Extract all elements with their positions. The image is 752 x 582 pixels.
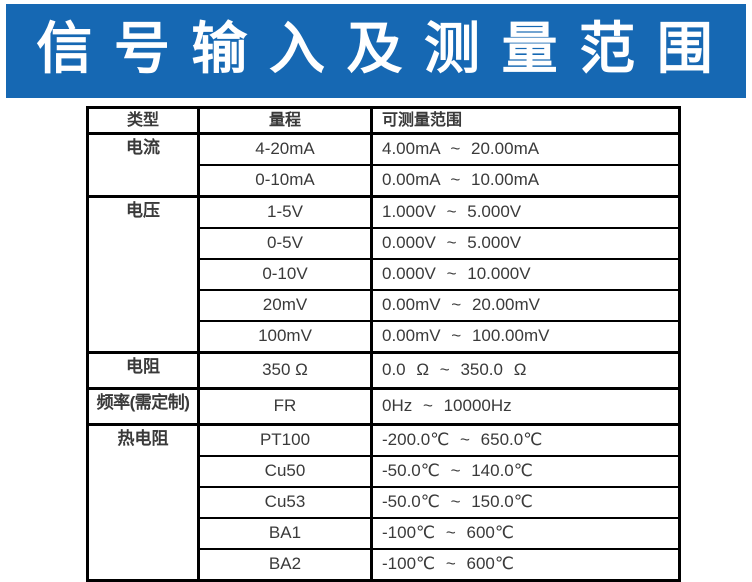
range-cell: BA2 [197,548,373,582]
table-header-row: 类型 量程 可测量范围 [86,106,681,135]
measurable-cell: 0.000V ~ 5.000V [370,227,681,260]
measurable-cell: -50.0℃ ~ 150.0℃ [370,486,681,519]
range-cell: 4-20mA [197,132,373,166]
range-cell: 100mV [197,320,373,354]
range-cell: FR [197,387,373,426]
measurable-cell: 0.00mV ~ 20.00mV [370,289,681,322]
table-row: Cu53 -50.0℃ ~ 150.0℃ [88,486,681,519]
measurable-cell: 0.00mV ~ 100.00mV [370,320,681,354]
range-cell: 0-10mA [197,164,373,198]
table-row: 热电阻 PT100 -200.0℃ ~ 650.0℃ [86,423,681,582]
range-cell: 0-5V [197,227,373,260]
col-header-type: 类型 [86,106,200,135]
measurable-cell: -100℃ ~ 600℃ [370,548,681,582]
table-row: 电流 4-20mA 4.00mA ~ 20.00mA [86,132,681,198]
table-row: 电阻 350 Ω 0.0 Ω ~ 350.0 Ω [86,351,681,390]
table-row: Cu50 -50.0℃ ~ 140.0℃ [88,455,681,488]
measurable-cell: 1.000V ~ 5.000V [370,195,681,229]
range-cell: 20mV [197,289,373,322]
type-cell-rtd: 热电阻 [86,423,200,582]
measurable-cell: -50.0℃ ~ 140.0℃ [370,455,681,488]
col-header-range: 量程 [197,106,373,135]
table-row: 20mV 0.00mV ~ 20.00mV [88,289,681,322]
type-cell-frequency: 频率(需定制) [86,387,200,426]
range-cell: 0-10V [197,258,373,291]
table-row: 电压 1-5V 1.000V ~ 5.000V [86,195,681,354]
range-cell: BA1 [197,517,373,550]
measurable-cell: -200.0℃ ~ 650.0℃ [370,423,681,457]
range-cell: 1-5V [197,195,373,229]
range-cell: Cu53 [197,486,373,519]
measurable-cell: 0.000V ~ 10.000V [370,258,681,291]
col-header-measurable: 可测量范围 [370,106,681,135]
type-cell-voltage: 电压 [86,195,200,354]
measurable-cell: 0.00mA ~ 10.00mA [370,164,681,198]
table-row: 0-10mA 0.00mA ~ 10.00mA [88,164,681,198]
table-row: 100mV 0.00mV ~ 100.00mV [88,320,681,354]
measurable-cell: 4.00mA ~ 20.00mA [370,132,681,166]
type-cell-resistance: 电阻 [86,351,200,390]
table-row: 0-5V 0.000V ~ 5.000V [88,227,681,260]
type-cell-current: 电流 [86,132,200,198]
signal-range-table: 类型 量程 可测量范围 电流 4-20mA 4.00mA ~ 20.00mA 0… [86,106,681,582]
measurable-cell: 0.0 Ω ~ 350.0 Ω [370,351,681,390]
page-title: 信 号 输 入 及 测 量 范 围 [36,17,716,80]
range-cell: 350 Ω [197,351,373,390]
title-banner: 信 号 输 入 及 测 量 范 围 [6,4,746,98]
range-cell: Cu50 [197,455,373,488]
measurable-cell: -100℃ ~ 600℃ [370,517,681,550]
range-cell: PT100 [197,423,373,457]
table-row: 频率(需定制) FR 0Hz ~ 10000Hz [86,387,681,426]
table-row: 0-10V 0.000V ~ 10.000V [88,258,681,291]
measurable-cell: 0Hz ~ 10000Hz [370,387,681,426]
